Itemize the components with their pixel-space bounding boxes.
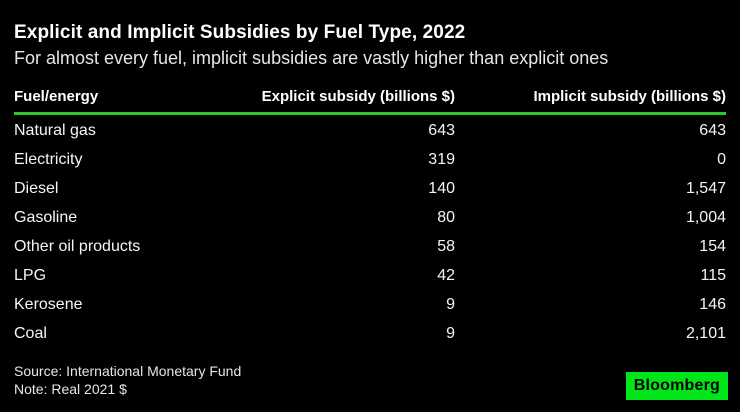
table-row: Kerosene 9 146 <box>14 290 726 319</box>
explicit-value-cell: 643 <box>428 121 455 139</box>
explicit-value-cell: 319 <box>428 150 455 168</box>
implicit-value-cell: 0 <box>717 150 726 168</box>
explicit-value-cell: 9 <box>446 295 455 313</box>
implicit-value-cell: 1,547 <box>685 179 726 197</box>
table-row: Diesel 140 1,547 <box>14 174 726 203</box>
fuel-cell: Electricity <box>14 150 83 168</box>
fuel-cell: Other oil products <box>14 237 141 255</box>
implicit-value-cell: 154 <box>699 237 726 255</box>
column-header-explicit-subsidy: Explicit subsidy (billions $) <box>261 88 455 105</box>
fuel-cell: LPG <box>14 266 47 284</box>
column-header-fuel-energy: Fuel/energy <box>14 88 99 105</box>
implicit-value-cell: 2,101 <box>685 324 726 342</box>
implicit-value-cell: 643 <box>699 121 726 139</box>
fuel-cell: Natural gas <box>14 121 96 139</box>
fuel-cell: Coal <box>14 324 47 342</box>
table-body: Natural gas 643 643 Electricity 319 0 Diesel 14… <box>14 116 726 348</box>
table-row: Other oil products 58 154 <box>14 232 726 261</box>
implicit-value-cell: 146 <box>699 295 726 313</box>
fuel-cell: Diesel <box>14 179 59 197</box>
implicit-value-cell: 1,004 <box>685 208 726 226</box>
fuel-cell: Gasoline <box>14 208 78 226</box>
explicit-value-cell: 58 <box>437 237 455 255</box>
explicit-value-cell: 9 <box>446 324 455 342</box>
footer-notes: Source: International Monetary Fund Note… <box>14 363 726 398</box>
chart-subtitle: For almost every fuel, implicit subsidie… <box>14 48 609 68</box>
note-text: Note: Real 2021 $ <box>14 380 127 397</box>
bloomberg-logo: Bloomberg <box>625 372 728 400</box>
explicit-value-cell: 42 <box>437 266 455 284</box>
table-row: Electricity 319 0 <box>14 145 726 174</box>
source-text: Source: International Monetary Fund <box>14 363 242 379</box>
explicit-value-cell: 80 <box>437 208 455 226</box>
table-row: LPG 42 115 <box>14 261 726 290</box>
chart-title: Explicit and Implicit Subsidies by Fuel … <box>14 22 466 43</box>
fuel-cell: Kerosene <box>14 295 83 313</box>
header-divider-line <box>14 112 726 115</box>
table-header-row: Fuel/energy Explicit subsidy (billions $… <box>14 89 726 105</box>
table-row: Natural gas 643 643 <box>14 116 726 145</box>
table-row: Gasoline 80 1,004 <box>14 203 726 232</box>
explicit-value-cell: 140 <box>428 179 455 197</box>
table-row: Coal 9 2,101 <box>14 319 726 348</box>
column-header-implicit-subsidy: Implicit subsidy (billions $) <box>533 88 726 105</box>
implicit-value-cell: 115 <box>700 266 726 284</box>
